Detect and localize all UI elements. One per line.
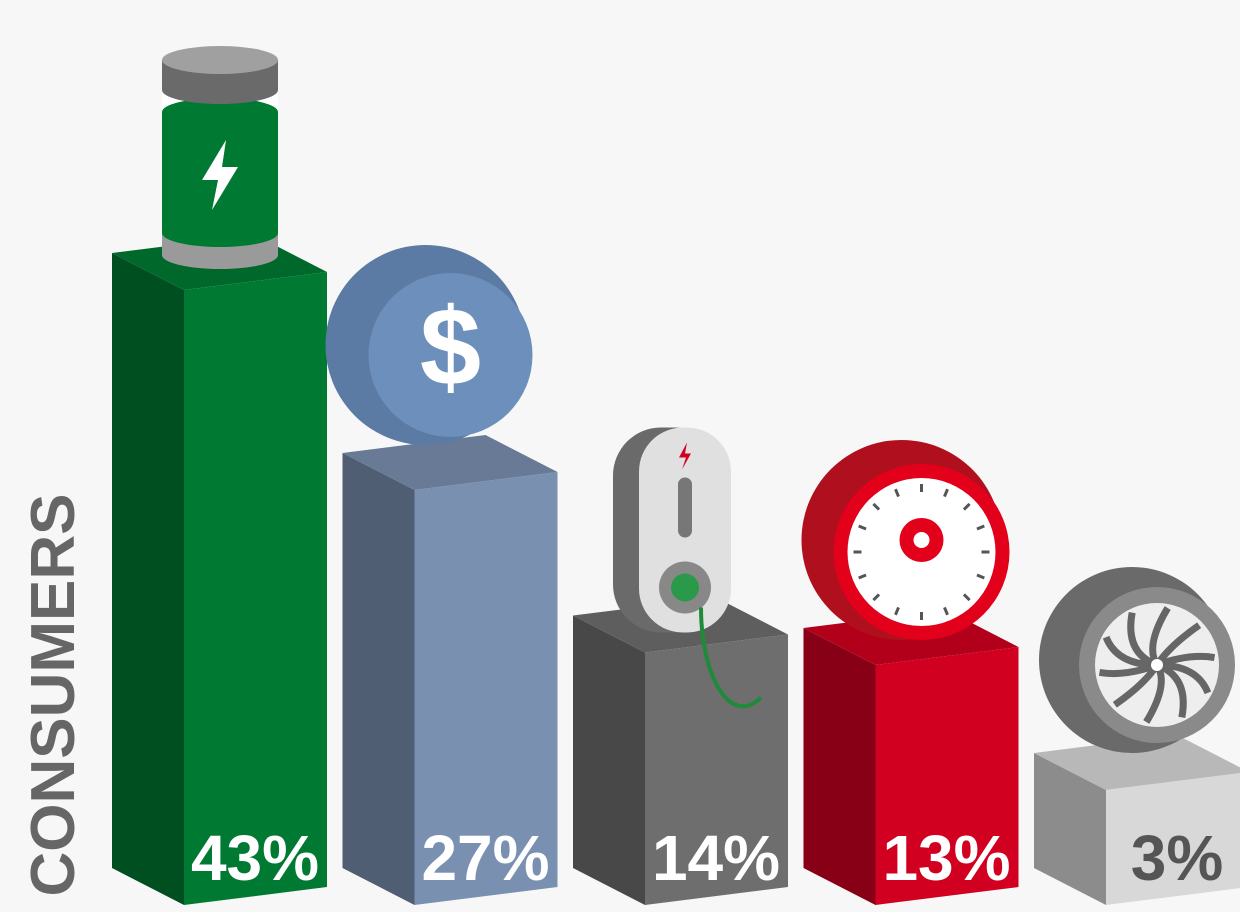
charger-leds xyxy=(678,478,692,538)
hub xyxy=(1151,659,1163,671)
value-label: 43% xyxy=(191,822,319,894)
battery-cap-top xyxy=(162,46,278,74)
bar-side xyxy=(343,453,415,905)
bar xyxy=(184,272,327,905)
value-label: 27% xyxy=(421,822,549,894)
value-label: 3% xyxy=(1131,822,1224,894)
bar-side xyxy=(804,628,876,905)
value-label: 13% xyxy=(882,822,1010,894)
battery-band-top xyxy=(162,219,278,247)
page: {"chart_data": {"type": "bar", "y_label"… xyxy=(0,0,1240,912)
battery-icon xyxy=(162,46,278,269)
gauge-pin-in xyxy=(914,532,930,548)
battery-cap-low xyxy=(162,76,278,104)
value-label: 14% xyxy=(652,822,780,894)
bar-side xyxy=(112,253,184,905)
bar-side xyxy=(573,616,645,906)
coin-symbol: $ xyxy=(420,286,481,409)
charger-socket-in xyxy=(671,574,699,602)
y-axis-label: CONSUMERS xyxy=(19,493,88,896)
chart: CONSUMERS 43% $27% 14% 13% 3% xyxy=(0,0,1240,912)
